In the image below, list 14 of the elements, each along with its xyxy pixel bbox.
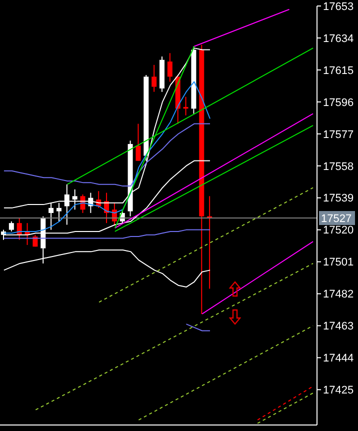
y-tick-label: 17539: [323, 192, 354, 205]
y-tick-label: 17615: [323, 64, 354, 77]
y-tick-label: 17444: [323, 352, 354, 365]
y-tick-label: 17501: [323, 256, 354, 269]
y-tick-label: 17482: [323, 288, 354, 301]
y-tick-label: 17653: [323, 0, 354, 13]
y-tick-label: 17558: [323, 160, 354, 173]
y-tick-label: 17463: [323, 320, 354, 333]
y-tick-label: 17577: [323, 128, 354, 141]
y-tick-label: 17596: [323, 96, 354, 109]
y-tick-label: 17634: [323, 32, 354, 45]
y-tick-label: 17425: [323, 384, 354, 397]
ref-line-label: 17527: [321, 213, 352, 226]
y-tick-label: 17520: [323, 224, 354, 237]
